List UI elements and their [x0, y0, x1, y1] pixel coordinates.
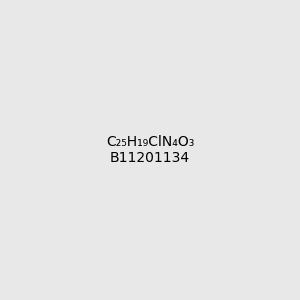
Text: C₂₅H₁₉ClN₄O₃
B11201134: C₂₅H₁₉ClN₄O₃ B11201134: [106, 135, 194, 165]
